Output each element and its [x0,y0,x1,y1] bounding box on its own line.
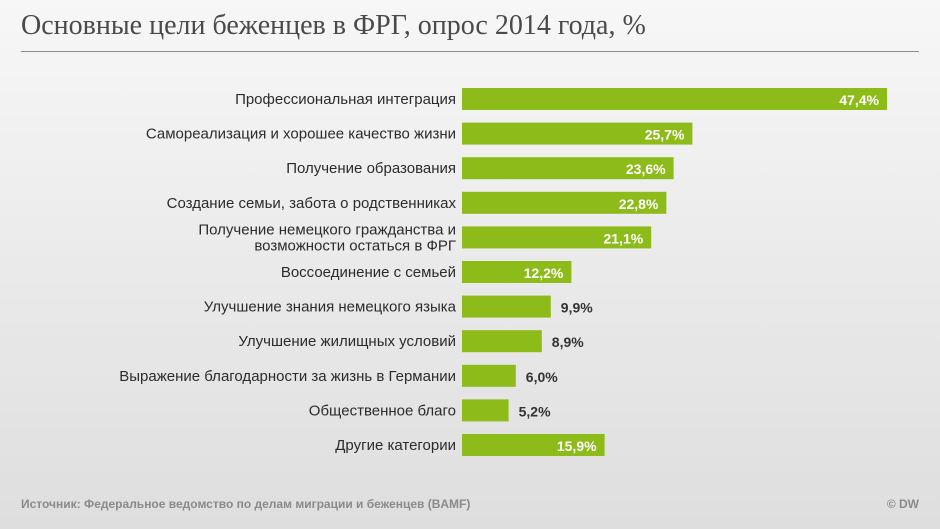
category-label: Самореализация и хорошее качество жизни [146,126,456,143]
bar [462,88,887,110]
category-label: Общественное благо [309,402,456,419]
bar [462,261,572,283]
bar [462,157,674,180]
value-label: 22,8% [619,196,659,212]
category-label: Выражение благодарности за жизнь в Герма… [119,368,456,385]
bar [462,191,667,214]
value-label: 15,9% [557,438,597,454]
title-divider [21,51,919,52]
value-label: 12,2% [524,265,564,281]
value-label: 9,9% [561,300,593,316]
value-label: 5,2% [519,403,551,419]
category-label: Профессиональная интеграция [235,91,456,108]
value-label: 47,4% [839,92,879,108]
bar [462,434,605,456]
category-label: Получение образования [286,160,456,177]
value-label: 8,9% [552,334,584,350]
category-label: Улучшение знания немецкого языка [204,299,457,316]
bar [462,399,509,422]
value-label: 23,6% [626,161,666,177]
value-label: 25,7% [645,127,685,143]
bar [462,330,542,353]
value-label: 6,0% [526,369,558,385]
source-note: Источник: Федеральное ведомство по делам… [21,497,471,511]
category-label: Создание семьи, забота о родственниках [167,195,457,212]
category-label: Воссоединение с семьей [281,264,456,281]
bar [462,295,551,318]
copyright: © DW [886,497,919,511]
category-label: Улучшение жилищных условий [238,333,456,350]
value-label: 21,1% [603,230,643,246]
chart-title: Основные цели беженцев в ФРГ, опрос 2014… [21,10,646,41]
category-label: Получение немецкого гражданства и возможн… [198,221,456,254]
bar [462,122,693,145]
bar [462,226,652,249]
bar [462,364,516,387]
category-label: Другие категории [335,437,456,454]
